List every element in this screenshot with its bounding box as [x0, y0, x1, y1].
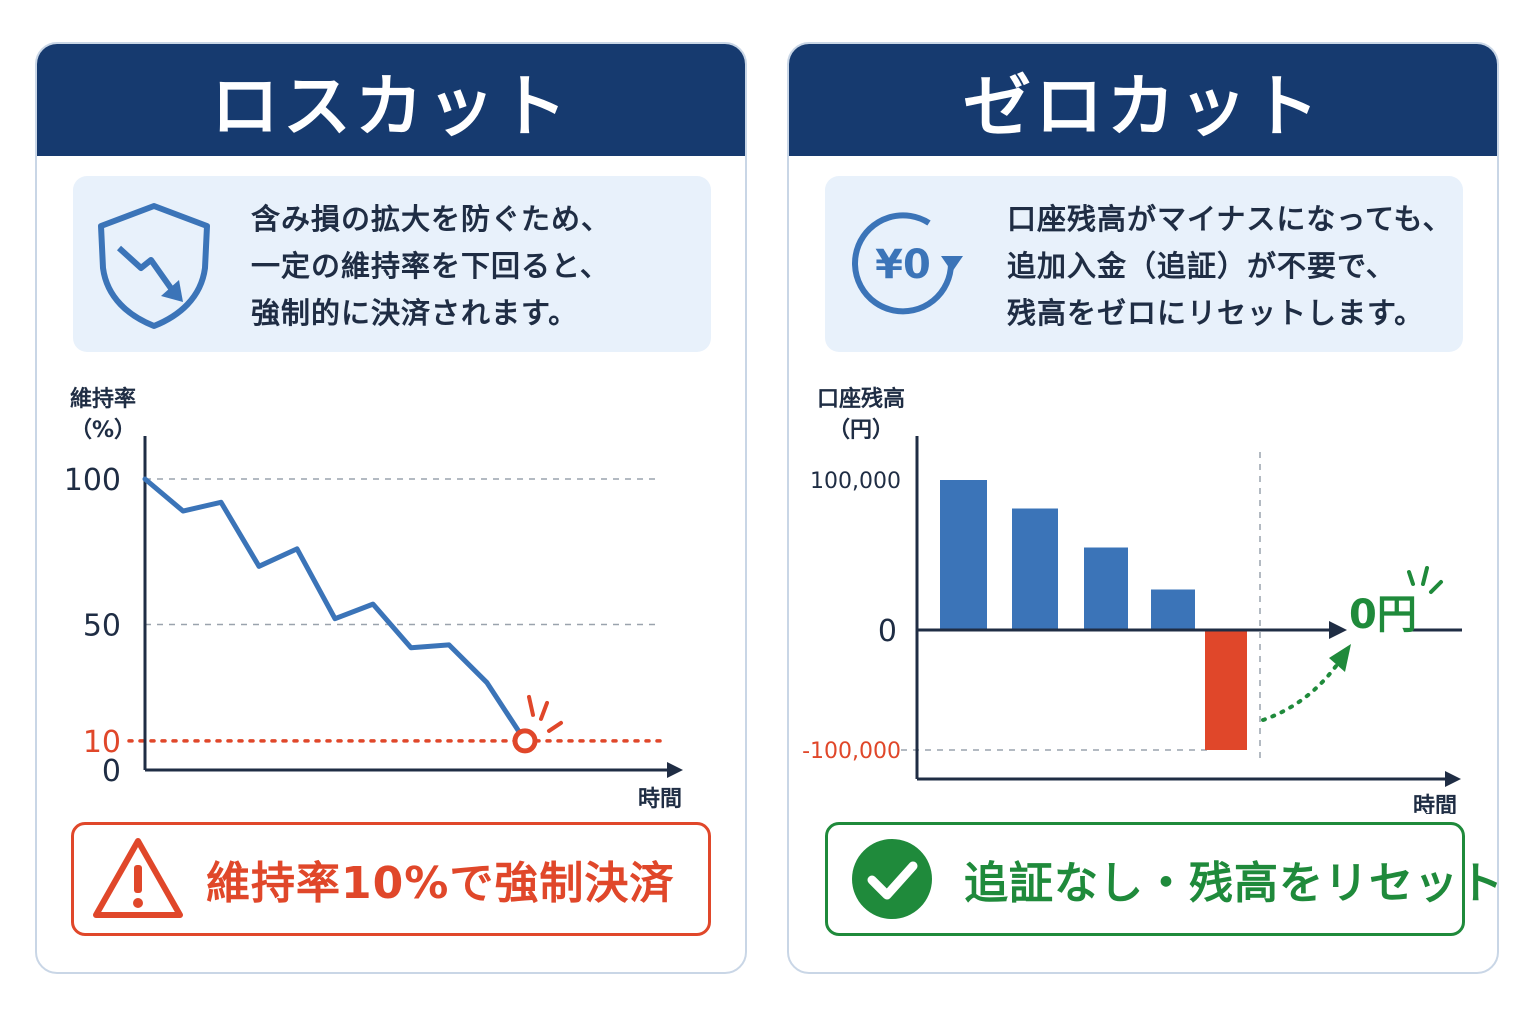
y-axis-label: 維持率: [70, 386, 136, 412]
burst-mark: [1429, 580, 1443, 594]
reset-zero-label: 0円: [1349, 592, 1417, 638]
losscut-desc-line: 含み損の拡大を防ぐため、: [251, 202, 612, 236]
x-axis-label: 時間: [1413, 794, 1457, 814]
yen-zero-text: ¥0: [875, 242, 931, 288]
reset-arrow-head: [1329, 644, 1351, 672]
y-tick-label: 100,000: [810, 469, 901, 494]
balance-bar: [1012, 508, 1058, 630]
losscut-desc-line: 強制的に決済されます。: [251, 296, 579, 330]
balance-bar: [940, 480, 987, 630]
burst-mark: [547, 720, 563, 733]
zerocut-info-box: ¥0 口座残高がマイナスになっても、 追加入金（追証）が不要で、 残高をゼロにリ…: [825, 176, 1463, 352]
losscut-description: 含み損の拡大を防ぐため、 一定の維持率を下回ると、 強制的に決済されます。: [251, 196, 691, 337]
zerocut-desc-line: 口座残高がマイナスになっても、: [1007, 202, 1453, 236]
zerocut-card: ゼロカット ¥0 口座残高がマイナスになっても、 追加入金（追証）が不要で、 残…: [787, 42, 1499, 974]
margin-ratio-series-line: [142, 476, 528, 744]
y-tick-label: -100,000: [802, 739, 901, 764]
losscut-point-marker: [512, 728, 538, 754]
x-axis-arrow: [1445, 771, 1461, 787]
y-tick-label: 10: [83, 725, 121, 760]
y-tick-label: 0: [878, 614, 897, 649]
yen-zero-cycle-icon: ¥0: [852, 212, 963, 315]
reset-arrow-path: [1261, 660, 1341, 722]
y-axis-unit: （%）: [70, 418, 136, 443]
y-tick-label: 0: [102, 754, 121, 789]
burst-mark: [527, 694, 535, 717]
check-circle-icon: [852, 839, 932, 919]
burst-mark: [1407, 570, 1415, 586]
losscut-result-box: 維持率10%で強制決済: [71, 822, 711, 936]
y-tick-label: 100: [64, 463, 121, 498]
losscut-desc-line: 一定の維持率を下回ると、: [251, 249, 610, 283]
losscut-card: ロスカット 含み損の拡大を防ぐため、 一定の維持率を下回ると、 強制的に決済され…: [35, 42, 747, 974]
losscut-info-box: 含み損の拡大を防ぐため、 一定の維持率を下回ると、 強制的に決済されます。: [73, 176, 711, 352]
burst-mark: [539, 700, 549, 721]
zerocut-description: 口座残高がマイナスになっても、 追加入金（追証）が不要で、 残高をゼロにリセット…: [1007, 196, 1467, 337]
zerocut-title: ゼロカット: [789, 44, 1497, 156]
zerocut-result-text: 追証なし・残高をリセット: [964, 858, 1499, 909]
warning-icon: [93, 838, 183, 918]
losscut-result-text: 維持率10%で強制決済: [206, 858, 675, 909]
margin-ratio-line-chart: 維持率 （%） 010 50 100 時間: [64, 386, 683, 812]
balance-bar: [1084, 547, 1128, 630]
zerocut-desc-line: 残高をゼロにリセットします。: [1007, 296, 1425, 330]
balance-bar: [1205, 630, 1247, 750]
shield-down-trend-icon: [98, 203, 210, 329]
balance-bar: [1151, 589, 1195, 630]
zerocut-result-box: 追証なし・残高をリセット: [825, 822, 1497, 936]
y-axis-unit: （円）: [828, 418, 894, 443]
y-tick-label: 50: [83, 609, 121, 644]
burst-mark: [1421, 566, 1429, 586]
zerocut-desc-line: 追加入金（追証）が不要で、: [1007, 249, 1396, 283]
zero-baseline-arrow: [1329, 621, 1347, 639]
x-axis-label: 時間: [638, 787, 682, 812]
losscut-title: ロスカット: [37, 44, 745, 156]
account-balance-bar-chart: 口座残高 （円） 100,000 0 -100,000 時間 0円: [802, 386, 1462, 814]
x-axis-arrow: [667, 762, 683, 778]
y-axis-label: 口座残高: [817, 386, 905, 412]
